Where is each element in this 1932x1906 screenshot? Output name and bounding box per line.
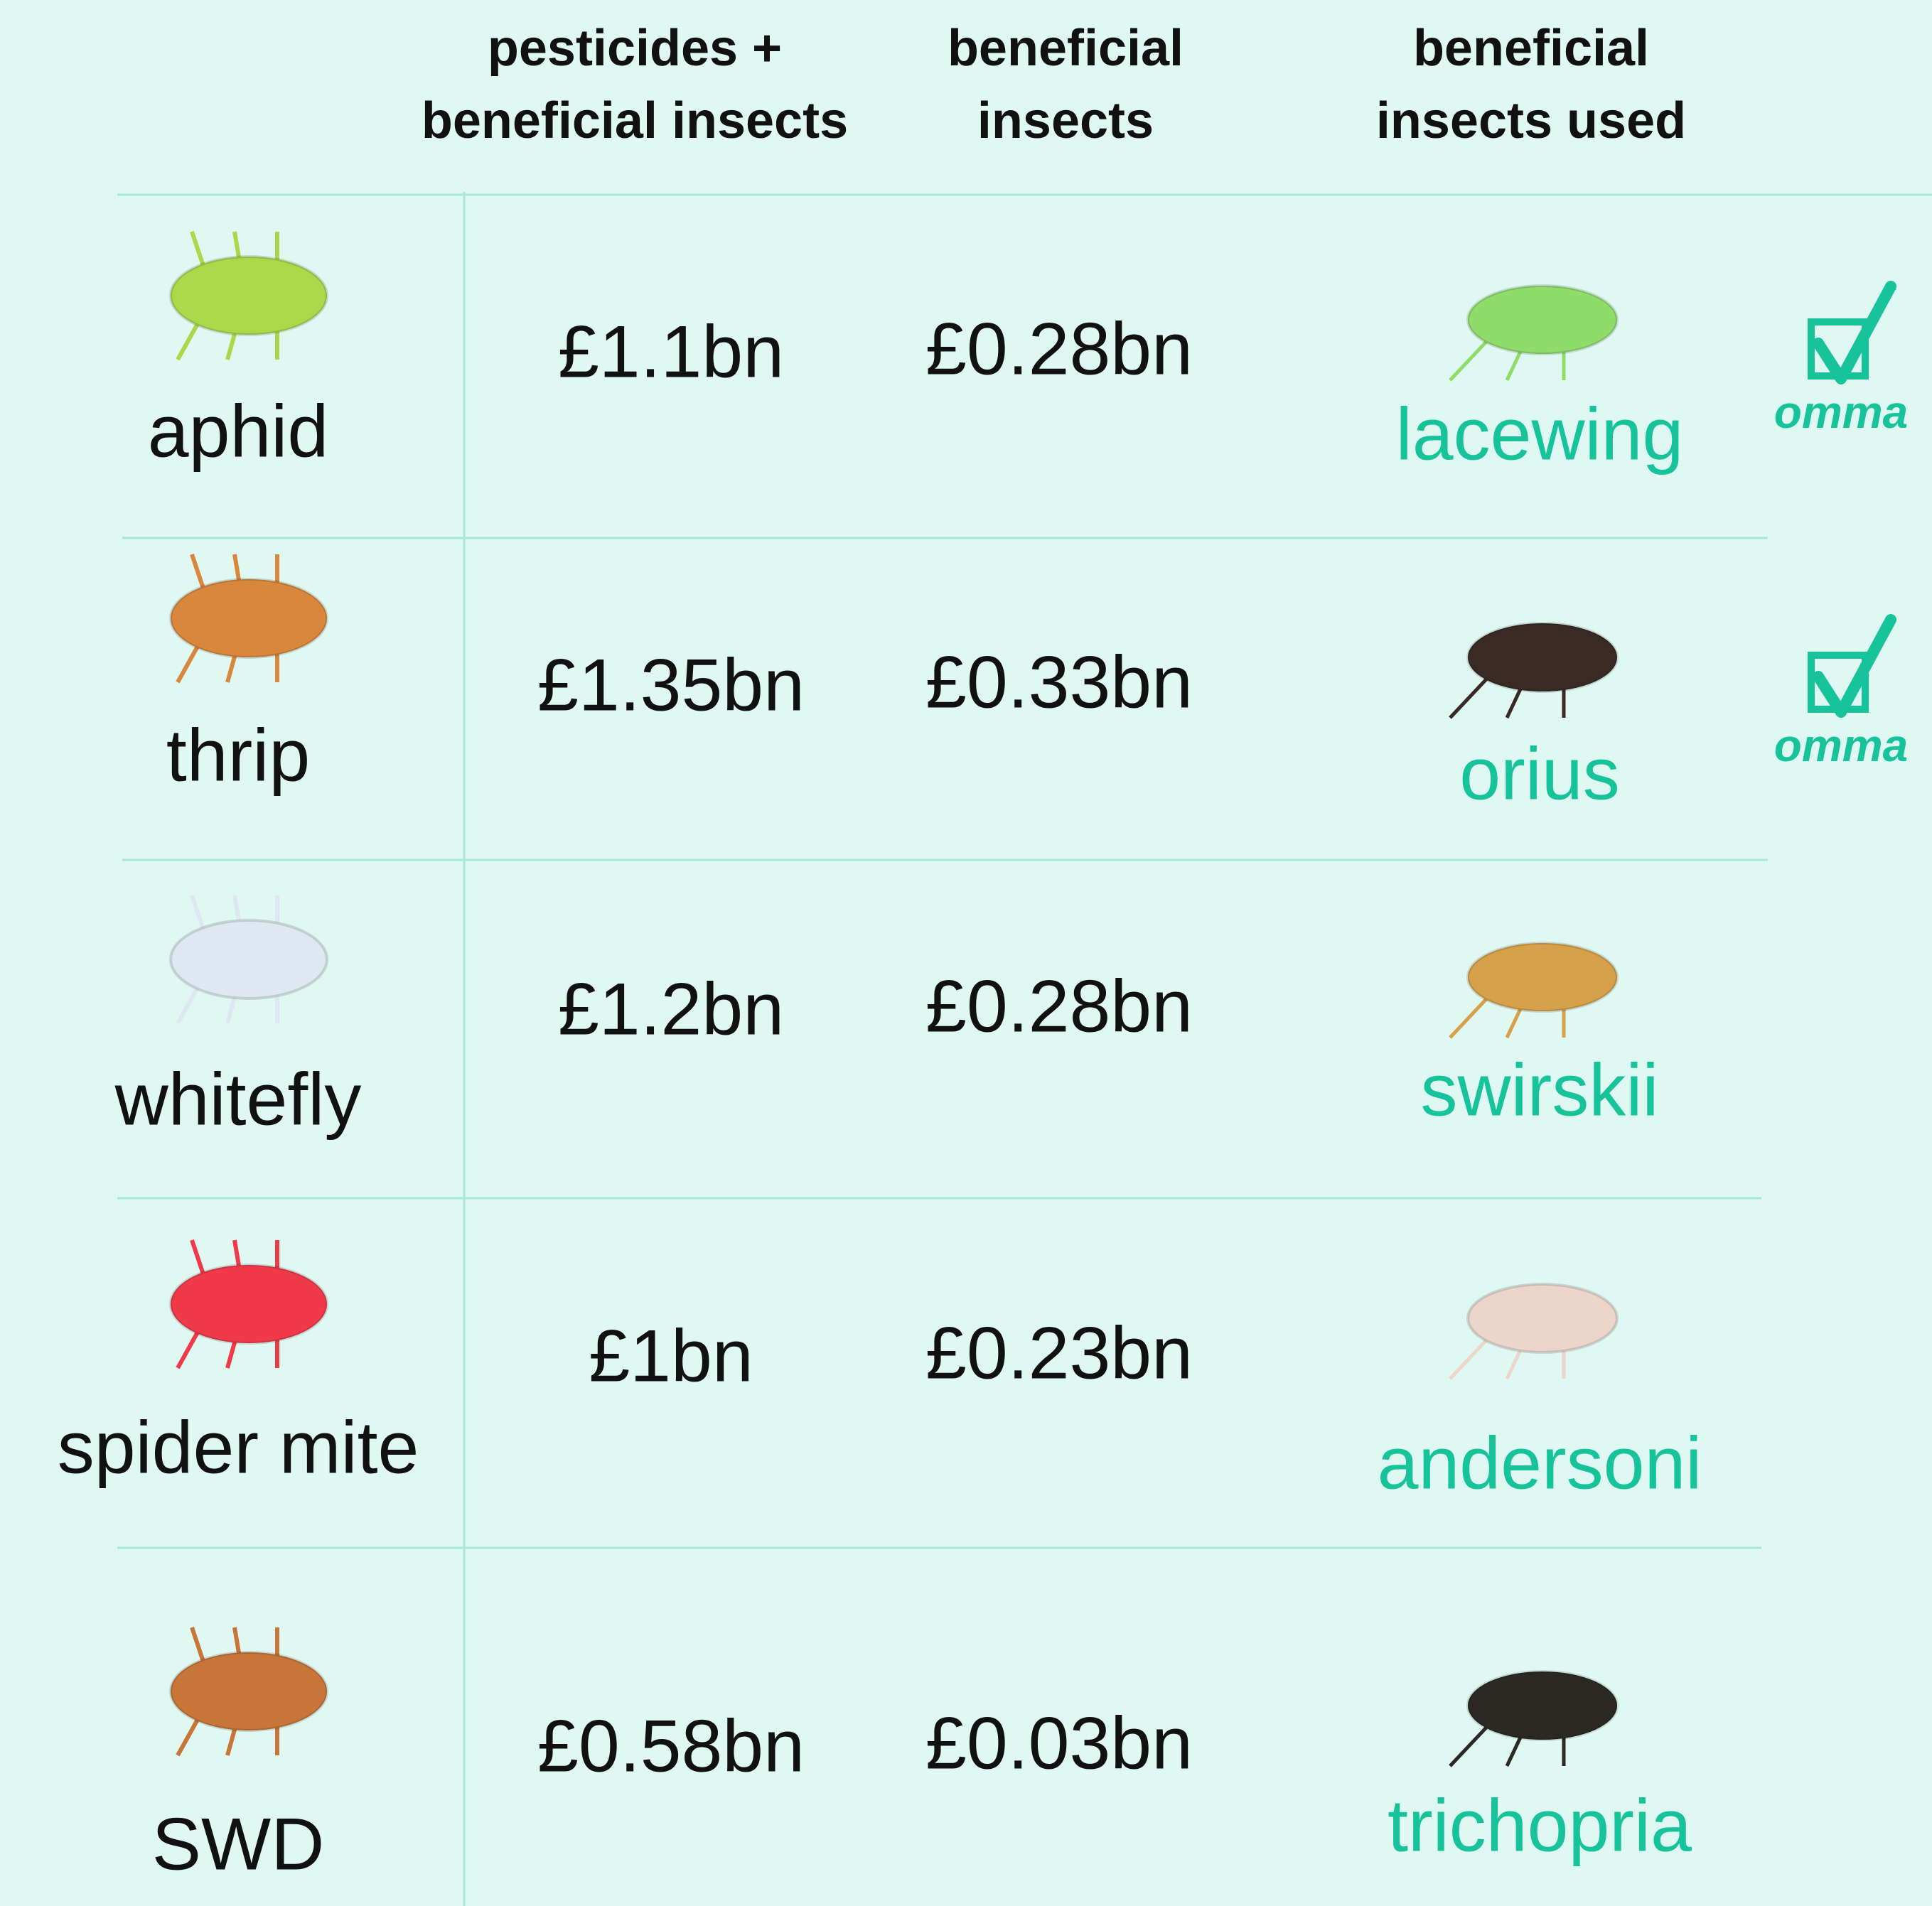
insect-body — [1468, 943, 1617, 1011]
beneficial-image — [1450, 623, 1617, 718]
insect-body — [171, 1265, 327, 1343]
insect-body — [1468, 286, 1617, 354]
pest-name: SWD — [152, 1803, 325, 1885]
beneficial-cost: £0.33bn — [925, 641, 1193, 723]
page: {"table": { "header": [ ["pesticides +",… — [0, 0, 1932, 1906]
pesticides-cost: £0.58bn — [537, 1705, 805, 1787]
table: pesticides + beneficial insects beneficial… — [0, 0, 1932, 1906]
beneficial-insect: orius — [1459, 733, 1619, 815]
beneficial-image — [1450, 1671, 1617, 1766]
badge-label: omma — [1774, 720, 1909, 771]
badge-label: omma — [1774, 387, 1909, 438]
column-header: beneficial — [1413, 20, 1649, 77]
beneficial-insect: swirskii — [1420, 1049, 1658, 1131]
pesticides-cost: £1.1bn — [558, 311, 784, 393]
check-mark — [1818, 286, 1891, 379]
pest-image — [171, 895, 327, 1023]
insect-body — [1468, 623, 1617, 691]
beneficial-image — [1450, 286, 1617, 380]
pest-name: spider mite — [58, 1406, 419, 1489]
beneficial-insect: trichopria — [1388, 1784, 1692, 1867]
column-header: insects used — [1376, 92, 1686, 149]
pest-image — [171, 554, 327, 682]
beneficial-cost: £0.28bn — [925, 965, 1193, 1048]
insect-body — [171, 1652, 327, 1730]
beneficial-image — [1450, 1284, 1617, 1379]
pesticides-cost: £1bn — [589, 1315, 753, 1397]
insect-body — [1468, 1671, 1617, 1740]
pest-image — [171, 1627, 327, 1755]
beneficial-insect: andersoni — [1378, 1422, 1702, 1504]
pest-image — [171, 232, 327, 360]
insect-body — [171, 920, 327, 998]
insect-body — [171, 257, 327, 335]
beneficial-cost: £0.03bn — [925, 1702, 1193, 1784]
beneficial-cost: £0.28bn — [925, 308, 1193, 390]
check-mark — [1818, 620, 1891, 712]
beneficial-image — [1450, 943, 1617, 1038]
pest-name: thrip — [166, 714, 310, 797]
column-header: pesticides + — [488, 20, 782, 77]
insect-body — [171, 579, 327, 657]
column-header: beneficial — [948, 20, 1184, 77]
pesticides-cost: £1.2bn — [558, 968, 784, 1050]
pest-name: aphid — [148, 390, 328, 473]
pesticides-cost: £1.35bn — [537, 644, 805, 726]
beneficial-insect: lacewing — [1396, 393, 1684, 475]
pest-image — [171, 1240, 327, 1368]
insect-body — [1468, 1284, 1617, 1352]
beneficial-cost: £0.23bn — [925, 1312, 1193, 1394]
pest-name: whitefly — [114, 1058, 362, 1141]
column-header: insects — [977, 92, 1154, 149]
column-header: beneficial insects — [422, 92, 848, 149]
